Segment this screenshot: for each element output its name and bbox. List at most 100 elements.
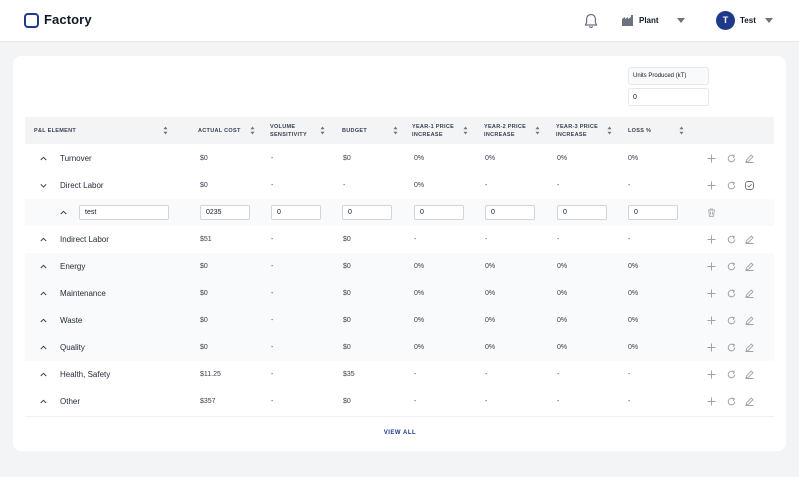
cell-loss: 0% [628,344,639,351]
pencil-icon[interactable] [745,397,754,406]
pencil-icon[interactable] [745,289,754,298]
refresh-icon[interactable] [727,181,736,190]
row-label: Quality [60,343,85,352]
sort-icon[interactable] [607,126,612,135]
cell-actual-cost: $11.25 [200,371,221,378]
chevron-up-icon[interactable] [40,398,47,405]
cell-volume-sensitivity: - [271,398,274,405]
chevron-up-icon[interactable] [40,155,47,162]
col-pl-element[interactable]: P&L ELEMENT [34,128,77,134]
col-volume-sensitivity[interactable]: VOLUME SENSITIVITY [270,123,307,139]
chevron-up-icon[interactable] [40,290,47,297]
pencil-icon[interactable] [745,316,754,325]
trash-icon[interactable] [707,208,716,217]
units-produced-input[interactable] [628,88,709,106]
cell-loss: - [628,398,631,405]
pencil-icon[interactable] [745,262,754,271]
col-year3-line1: YEAR-3 PRICE [556,124,599,130]
col-year3-price-increase[interactable]: YEAR-3 PRICE INCREASE [556,123,598,139]
sort-icon[interactable] [393,126,398,135]
refresh-icon[interactable] [727,262,736,271]
view-all-link[interactable]: VIEW ALL [383,430,417,436]
table-row: Maintenance $0 - $0 0% 0% 0% 0% [25,280,774,307]
chevron-down-icon[interactable] [40,182,47,189]
factory-icon [622,15,633,26]
plus-icon[interactable] [707,154,716,163]
subrow-actual-cost-input[interactable] [200,205,250,220]
refresh-icon[interactable] [727,316,736,325]
check-circle-icon[interactable] [745,181,754,190]
cell-actual-cost: $0 [200,344,208,351]
cell-year2: 0% [485,344,496,351]
bell-icon[interactable] [584,13,598,29]
plus-icon[interactable] [707,316,716,325]
plus-icon[interactable] [707,262,716,271]
cell-budget: $0 [343,290,351,297]
cell-year3: 0% [557,344,568,351]
subrow-budget-input[interactable] [342,205,392,220]
sort-icon[interactable] [535,126,540,135]
chevron-up-icon[interactable] [60,209,67,216]
col-actual-cost[interactable]: ACTUAL COST [198,128,241,134]
refresh-icon[interactable] [727,397,736,406]
user-dropdown-chevron-icon[interactable] [765,18,773,23]
plus-icon[interactable] [707,289,716,298]
refresh-icon[interactable] [727,370,736,379]
user-name[interactable]: Test [740,16,756,25]
sort-icon[interactable] [679,126,684,135]
col-year2-price-increase[interactable]: YEAR-2 PRICE INCREASE [484,123,526,139]
refresh-icon[interactable] [727,343,736,352]
pencil-icon[interactable] [745,343,754,352]
col-year1-price-increase[interactable]: YEAR-1 PRICE INCREASE [412,123,454,139]
cell-year2: 0% [485,155,496,162]
chevron-up-icon[interactable] [40,236,47,243]
sort-icon[interactable] [250,126,255,135]
plant-selector-label[interactable]: Plant [639,16,659,25]
sort-icon[interactable] [463,126,468,135]
subrow-year3-input[interactable] [557,205,607,220]
cell-year3: 0% [557,263,568,270]
cell-loss: - [628,236,631,243]
chevron-up-icon[interactable] [40,317,47,324]
pencil-icon[interactable] [745,154,754,163]
chevron-up-icon[interactable] [40,344,47,351]
sort-icon[interactable] [320,126,325,135]
plus-icon[interactable] [707,370,716,379]
subrow-loss-input[interactable] [628,205,678,220]
cell-loss: 0% [628,290,639,297]
subrow-volume-input[interactable] [271,205,321,220]
app-title: Factory [44,12,92,27]
refresh-icon[interactable] [727,235,736,244]
subrow-year1-input[interactable] [414,205,464,220]
plus-icon[interactable] [707,397,716,406]
plus-icon[interactable] [707,235,716,244]
cell-year3: - [557,371,560,378]
subrow-year2-input[interactable] [485,205,535,220]
cell-actual-cost: $0 [200,317,208,324]
table-row: Direct Labor $0 - - 0% - - - [25,172,774,199]
cell-loss: - [628,182,631,189]
subrow-name-input[interactable] [79,205,169,220]
plus-icon[interactable] [707,181,716,190]
cell-year3: 0% [557,317,568,324]
refresh-icon[interactable] [727,289,736,298]
cell-volume-sensitivity: - [271,236,274,243]
pencil-icon[interactable] [745,370,754,379]
plant-dropdown-chevron-icon[interactable] [677,18,685,23]
cell-budget: $0 [343,236,351,243]
units-produced-label: Units Produced (kT) [628,67,709,85]
col-budget[interactable]: BUDGET [342,128,368,134]
col-loss-percent[interactable]: LOSS % [628,128,652,134]
cell-loss: 0% [628,263,639,270]
chevron-up-icon[interactable] [40,371,47,378]
col-year2-line2: INCREASE [484,132,515,138]
sort-icon[interactable] [163,126,168,135]
cell-year3: - [557,182,560,189]
user-avatar[interactable]: T [716,11,735,30]
refresh-icon[interactable] [727,154,736,163]
row-label: Health, Safety [60,370,111,379]
top-bar: Factory Plant T Test [0,0,799,42]
chevron-up-icon[interactable] [40,263,47,270]
pencil-icon[interactable] [745,235,754,244]
plus-icon[interactable] [707,343,716,352]
